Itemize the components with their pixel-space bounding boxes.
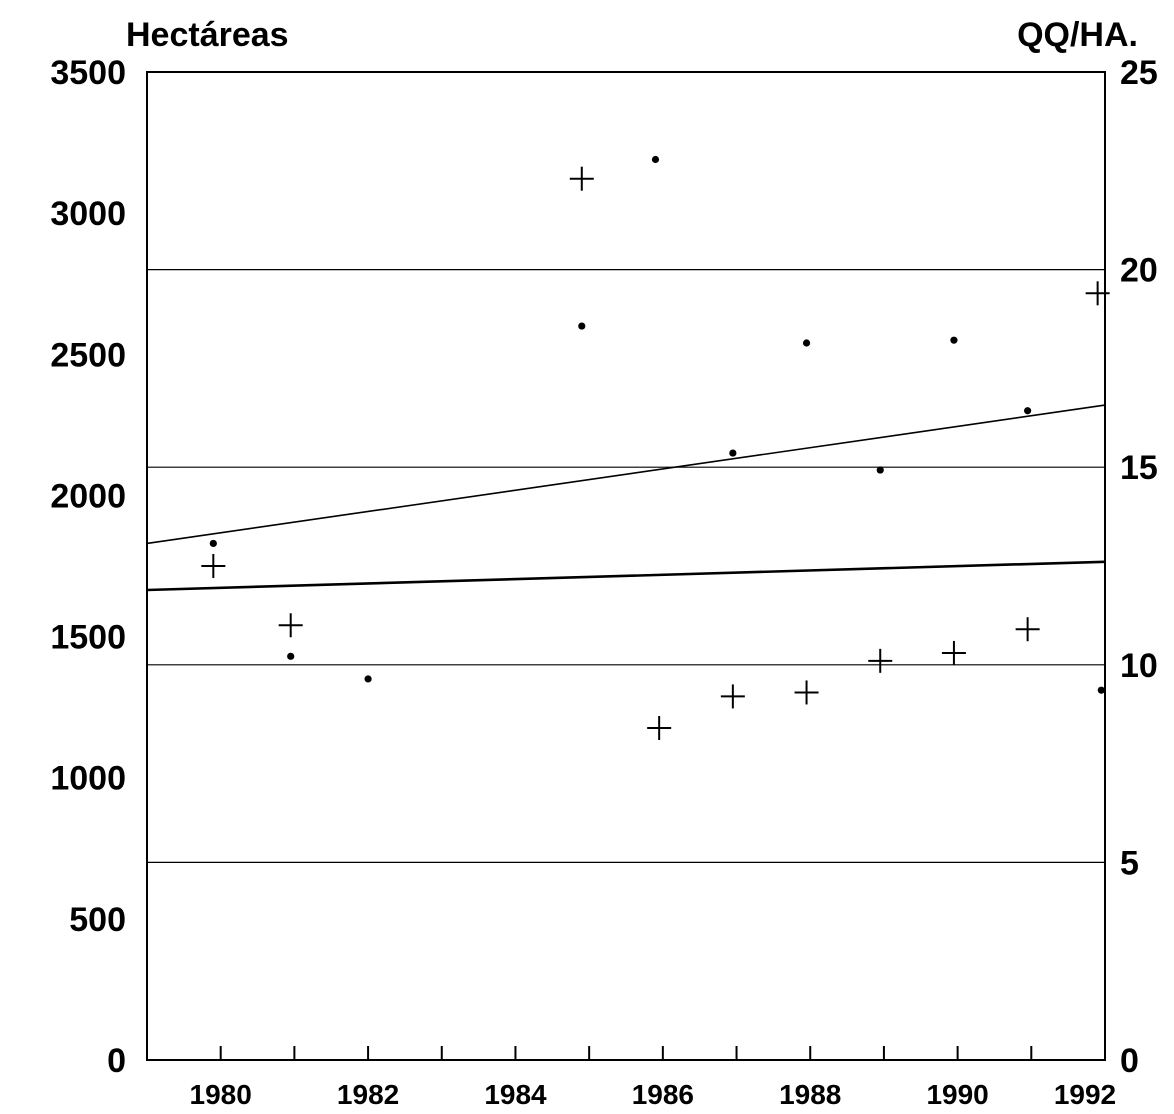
data-marks bbox=[201, 155, 1110, 741]
plot-frame bbox=[146, 71, 1106, 1061]
dot-point-10 bbox=[1024, 407, 1032, 415]
x-tick-label: 1992 bbox=[1054, 1079, 1116, 1110]
dot-point-7 bbox=[802, 339, 811, 347]
left-tick-label: 1000 bbox=[50, 760, 126, 798]
left-tick-label: 1500 bbox=[50, 619, 126, 657]
x-tick-label: 1986 bbox=[632, 1079, 694, 1110]
x-tick-label: 1980 bbox=[190, 1079, 252, 1110]
right-tick-label: 0 bbox=[1120, 1042, 1139, 1080]
tick-labels: 1980 1982 1984 1986 1988 1990 1992050010001500… bbox=[50, 54, 1157, 1110]
x-tick-label: 1984 bbox=[484, 1079, 547, 1110]
left-tick-label: 500 bbox=[69, 901, 126, 939]
dot-point-6 bbox=[729, 449, 737, 457]
plus-point-8 bbox=[941, 640, 966, 665]
right-tick-label: 15 bbox=[1120, 449, 1158, 487]
left-tick-label: 2000 bbox=[50, 477, 126, 515]
x-tick-label: 1988 bbox=[779, 1079, 841, 1110]
plus-point-6 bbox=[794, 680, 819, 705]
dot-point-9 bbox=[950, 336, 958, 344]
dot-point-2 bbox=[287, 652, 295, 660]
right-tick-label: 25 bbox=[1120, 54, 1158, 92]
left-axis-label: Hectáreas bbox=[126, 16, 289, 54]
dot-point-11 bbox=[1097, 686, 1105, 694]
right-axis-label: QQ/HA. bbox=[1017, 16, 1138, 54]
x-tick-label: 1982 bbox=[337, 1079, 399, 1110]
dot-point-8 bbox=[876, 466, 884, 474]
right-tick-label: 20 bbox=[1120, 252, 1158, 290]
right-tick-label: 5 bbox=[1120, 844, 1139, 882]
dot-point-1 bbox=[209, 539, 217, 548]
x-tick-label: 1990 bbox=[926, 1079, 988, 1110]
right-tick-label: 10 bbox=[1120, 647, 1158, 685]
plus-point-7 bbox=[868, 648, 893, 673]
left-tick-label: 3500 bbox=[50, 54, 126, 92]
dot-point-4 bbox=[578, 322, 586, 330]
trend-lines bbox=[146, 404, 1106, 592]
plus-point-2 bbox=[278, 613, 303, 638]
dot-point-3 bbox=[364, 675, 372, 683]
plus-point-1 bbox=[201, 554, 226, 578]
tick-marks bbox=[146, 1046, 1106, 1060]
left-tick-label: 3000 bbox=[50, 195, 126, 233]
dot-point-5 bbox=[651, 155, 660, 164]
trend-line-1 bbox=[146, 404, 1106, 545]
plus-point-3 bbox=[569, 166, 594, 191]
plus-point-4 bbox=[647, 716, 672, 741]
plus-point-10 bbox=[1085, 281, 1110, 306]
left-tick-label: 0 bbox=[107, 1042, 126, 1080]
trend-line-2 bbox=[146, 560, 1106, 592]
gridlines bbox=[147, 269, 1105, 864]
plus-point-5 bbox=[720, 684, 745, 709]
left-tick-label: 2500 bbox=[50, 336, 126, 374]
plus-point-9 bbox=[1015, 617, 1040, 642]
